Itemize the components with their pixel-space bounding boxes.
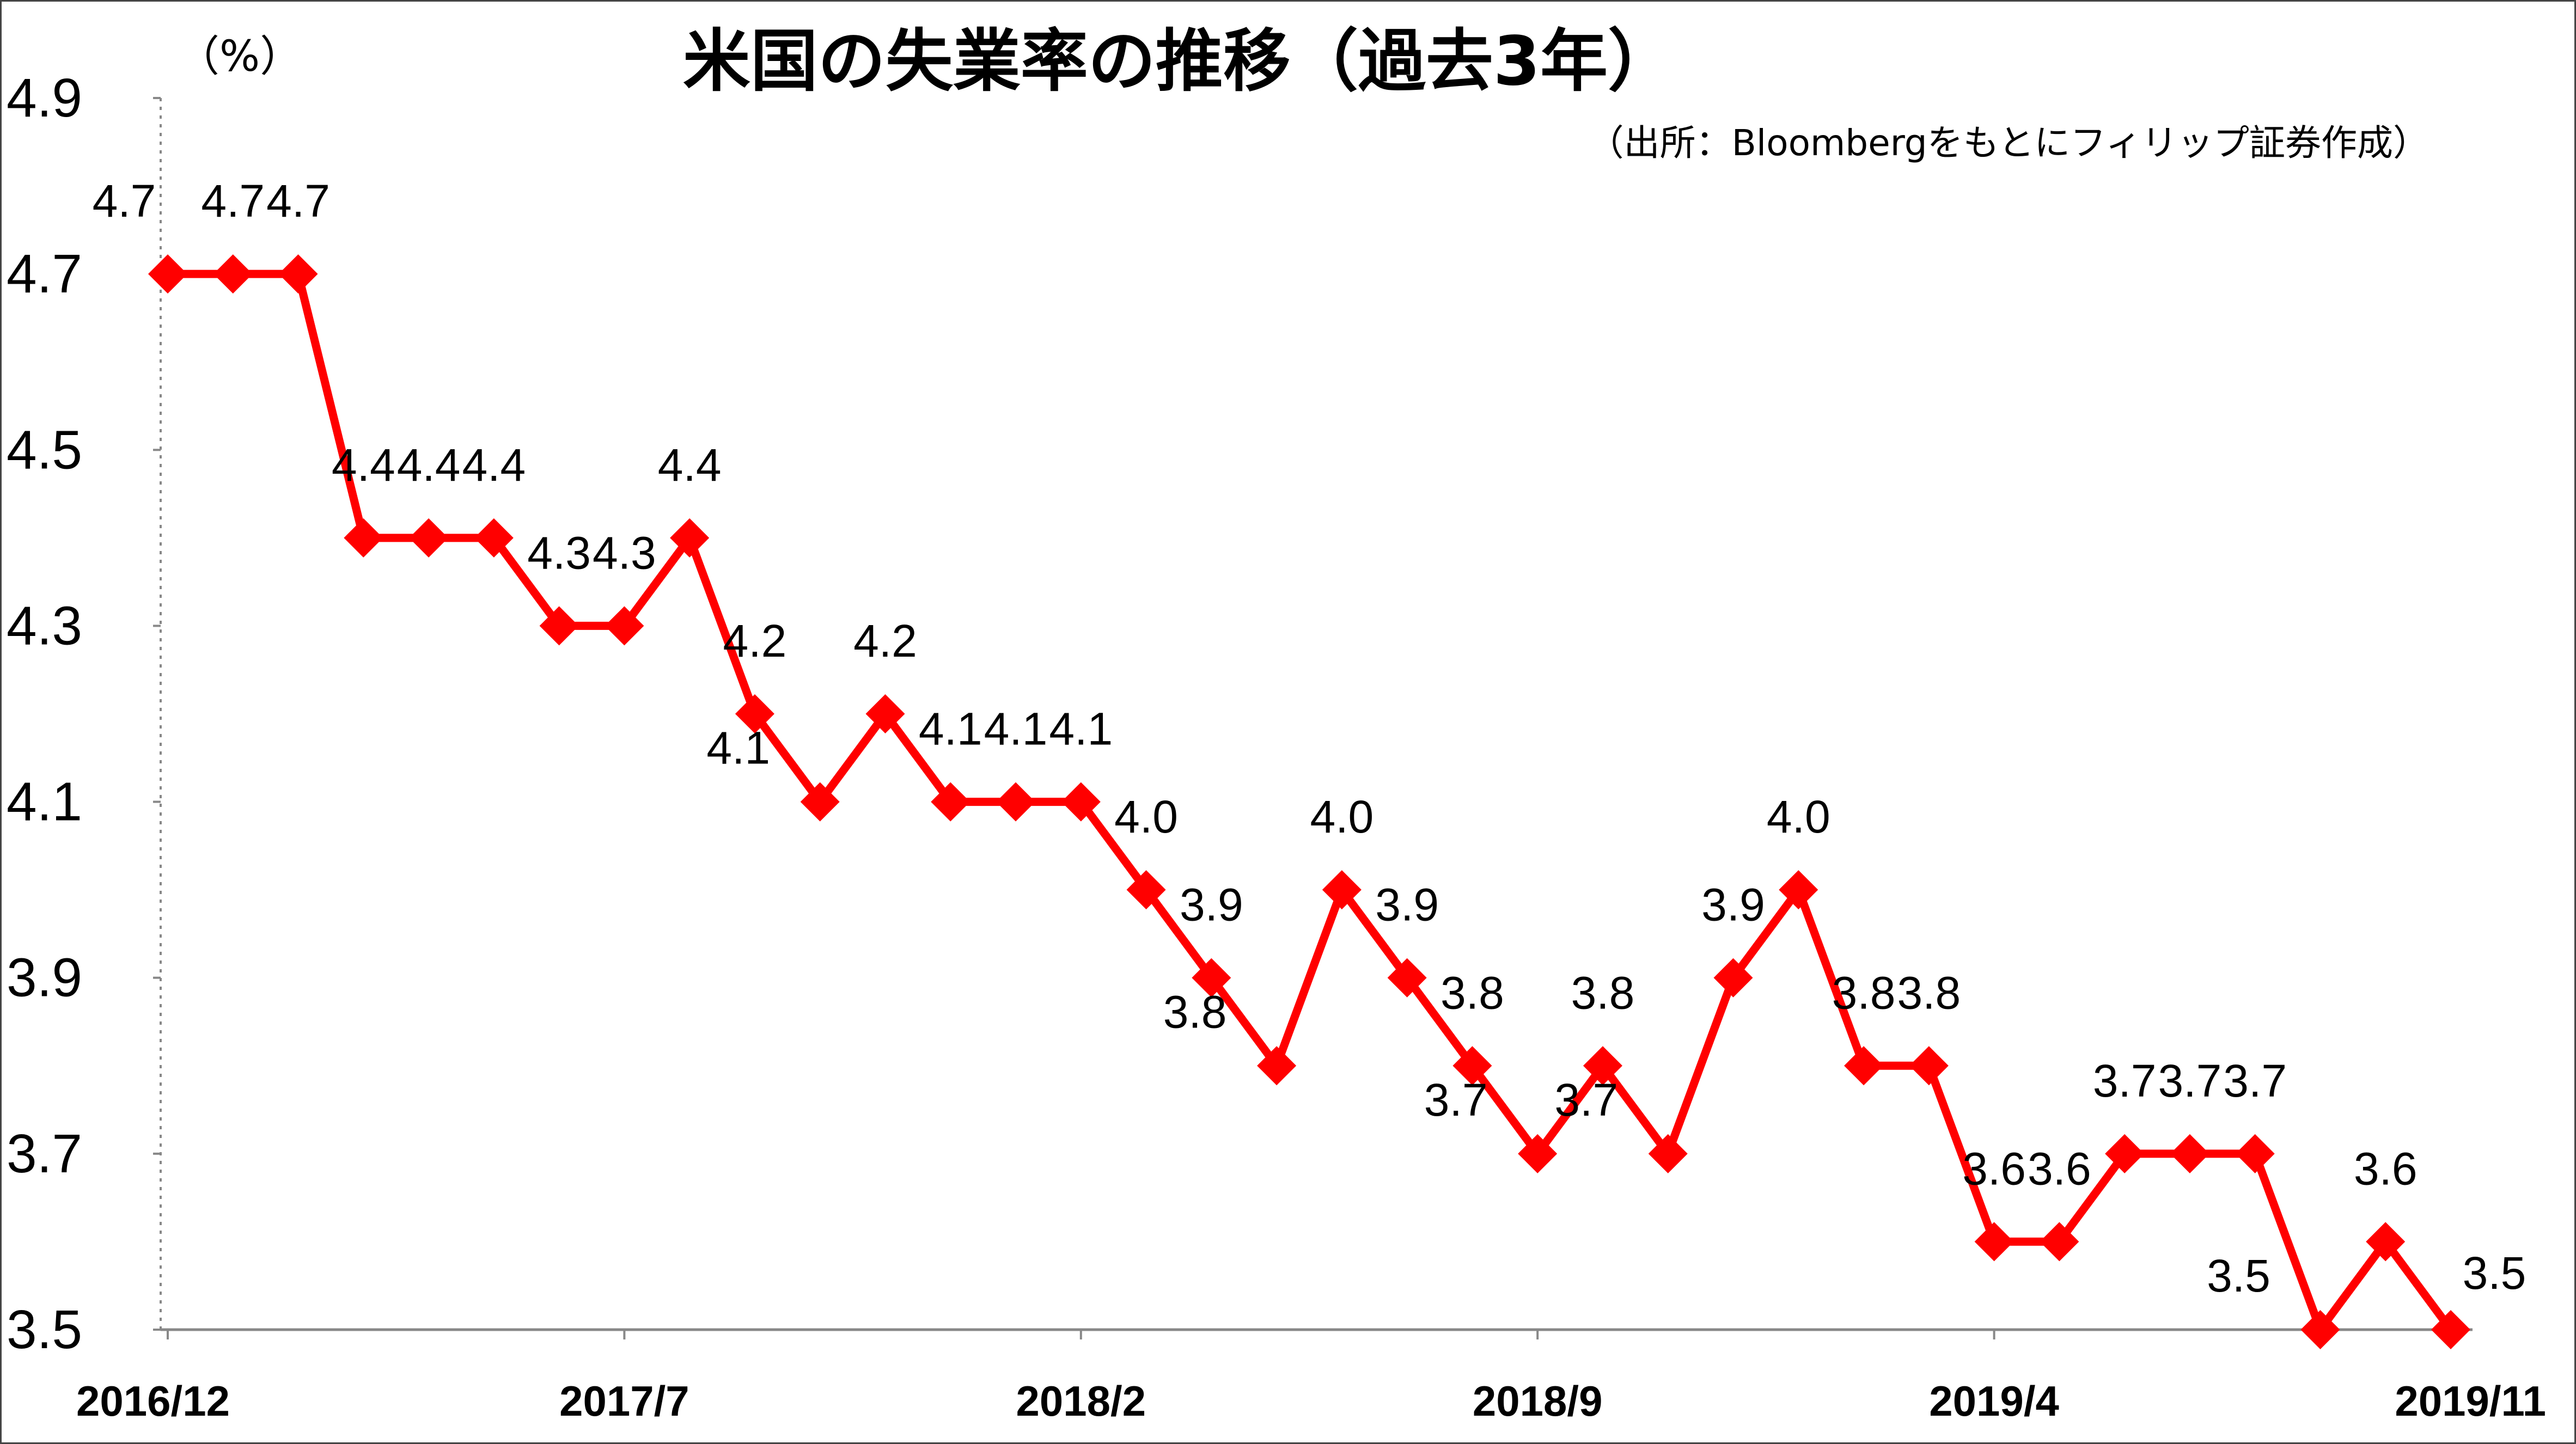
data-point-marker — [865, 694, 905, 733]
y-tick-label: 4.3 — [7, 595, 82, 656]
data-label: 4.4 — [332, 439, 395, 491]
y-tick-label: 3.5 — [7, 1299, 82, 1360]
data-point-marker — [1583, 1046, 1622, 1086]
data-label: 3.6 — [2354, 1143, 2418, 1194]
y-tick-label: 3.9 — [7, 947, 82, 1008]
x-tick-label: 2016/12 — [76, 1377, 230, 1425]
y-axis-ticks: 3.53.73.94.14.34.54.74.9 — [7, 68, 161, 1360]
data-label: 4.7 — [201, 175, 265, 227]
data-label: 4.7 — [93, 175, 156, 227]
data-point-marker — [2040, 1222, 2079, 1262]
series-line — [168, 270, 2455, 1334]
data-label: 4.3 — [527, 527, 591, 578]
y-unit-label: （%） — [177, 32, 302, 81]
data-point-marker — [539, 606, 579, 646]
data-labels: 4.7 4.7 4.74.4 4.4 4.44.3 4.34.44.24.14.24.1 4… — [93, 175, 2526, 1301]
data-point-marker — [1713, 958, 1753, 998]
data-point-marker — [931, 782, 970, 822]
data-label: 3.7 — [1554, 1074, 1618, 1125]
chart-source: （出所：Bloombergをもとにフィリップ証券作成） — [1588, 122, 2429, 164]
data-label: 3.5 — [2463, 1247, 2526, 1299]
data-point-marker — [1126, 870, 1166, 910]
data-label: 4.2 — [853, 615, 917, 666]
data-point-marker — [1387, 958, 1427, 998]
data-label: 4.0 — [1114, 791, 1178, 842]
data-label: 4.1 — [984, 703, 1048, 755]
data-point-marker — [1061, 782, 1101, 822]
data-label: 3.8 — [1832, 967, 1896, 1018]
data-point-marker — [474, 518, 514, 558]
data-label: 4.4 — [658, 439, 722, 491]
data-label: 3.9 — [1701, 879, 1765, 931]
data-label: 3.6 — [2028, 1143, 2091, 1194]
data-point-marker — [344, 518, 383, 558]
x-axis-ticks: 2016/12 2017/7 2018/2 2018/9 2019/4 2019/11 — [76, 1330, 2546, 1425]
data-point-marker — [800, 782, 840, 822]
data-label: 4.7 — [266, 175, 330, 227]
data-point-marker — [2170, 1134, 2209, 1173]
data-label: 3.8 — [1440, 967, 1504, 1018]
data-point-marker — [605, 606, 644, 646]
data-label: 3.8 — [1571, 967, 1635, 1018]
x-tick-label: 2017/7 — [559, 1377, 689, 1425]
y-tick-label: 4.7 — [7, 243, 82, 304]
data-point-marker — [2235, 1134, 2275, 1173]
data-label: 4.1 — [919, 703, 982, 755]
data-point-marker — [1452, 1046, 1492, 1086]
data-label: 4.1 — [706, 723, 770, 774]
data-label: 3.5 — [2207, 1250, 2270, 1301]
data-point-marker — [1518, 1134, 1558, 1173]
data-point-marker — [996, 782, 1036, 822]
data-label: 3.7 — [1424, 1074, 1488, 1125]
data-label: 4.4 — [397, 439, 461, 491]
data-label: 4.0 — [1310, 791, 1374, 842]
data-point-marker — [2300, 1310, 2340, 1349]
data-point-marker — [1779, 870, 1818, 910]
data-point-marker — [278, 254, 318, 294]
data-point-marker — [213, 254, 253, 294]
data-label: 3.8 — [1897, 967, 1961, 1018]
data-point-marker — [1257, 1046, 1297, 1086]
series-unemployment-rate — [168, 270, 2455, 1334]
data-point-marker — [1844, 1046, 1884, 1086]
data-label: 4.0 — [1767, 791, 1830, 842]
y-tick-label: 3.7 — [7, 1123, 82, 1184]
data-label: 4.1 — [1049, 703, 1113, 755]
data-markers — [148, 254, 2470, 1349]
data-point-marker — [148, 254, 187, 294]
y-tick-label: 4.9 — [7, 68, 82, 129]
data-label: 4.3 — [593, 527, 656, 578]
data-label: 3.9 — [1180, 879, 1243, 931]
data-label: 3.9 — [1375, 879, 1439, 931]
data-label: 4.2 — [723, 615, 787, 666]
data-point-marker — [2105, 1134, 2145, 1173]
y-tick-label: 4.1 — [7, 772, 82, 833]
data-label: 4.4 — [462, 439, 526, 491]
data-label: 3.8 — [1163, 986, 1227, 1037]
data-point-marker — [1648, 1134, 1688, 1173]
data-point-marker — [2431, 1310, 2470, 1349]
data-point-marker — [1322, 870, 1362, 910]
data-label: 3.6 — [1962, 1143, 2026, 1194]
data-point-marker — [670, 518, 710, 558]
y-tick-label: 4.5 — [7, 419, 82, 480]
data-point-marker — [2366, 1222, 2406, 1262]
data-label: 3.7 — [2093, 1055, 2157, 1106]
data-point-marker — [1192, 958, 1231, 998]
data-point-marker — [1909, 1046, 1949, 1086]
x-tick-label: 2019/4 — [1929, 1377, 2059, 1425]
axes — [160, 98, 2473, 1331]
x-tick-label: 2018/2 — [1016, 1377, 1146, 1425]
data-label: 3.7 — [2158, 1055, 2222, 1106]
x-tick-label: 2018/9 — [1473, 1377, 1603, 1425]
data-point-marker — [735, 694, 774, 733]
x-tick-label: 2019/11 — [2395, 1377, 2546, 1425]
data-point-marker — [1974, 1222, 2014, 1262]
data-label: 3.7 — [2223, 1055, 2287, 1106]
chart-title: 米国の失業率の推移（過去3年） — [683, 22, 1675, 101]
data-point-marker — [409, 518, 449, 558]
